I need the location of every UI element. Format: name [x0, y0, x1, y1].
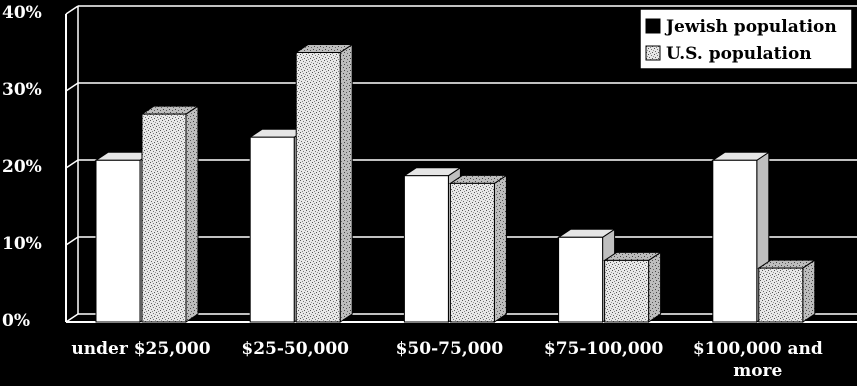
x-tick-label: $100,000 and	[693, 339, 823, 359]
y-tick-label: 0%	[2, 311, 30, 331]
x-tick-label: under $25,000	[71, 339, 210, 359]
bar-side	[493, 174, 507, 323]
x-tick-label: $50-75,000	[396, 339, 504, 359]
legend-label: Jewish population	[664, 17, 837, 37]
gridline-depth	[65, 313, 79, 323]
bar-u-s-population-3	[604, 259, 650, 323]
x-tick-label: more	[733, 361, 782, 381]
bar-jewish-population-3	[558, 236, 604, 323]
y-tick-label: 10%	[2, 234, 42, 254]
bar-jewish-population-4	[712, 159, 758, 323]
x-tick-label: $75-100,000	[544, 339, 664, 359]
gridline-depth	[65, 82, 79, 92]
legend-swatch	[645, 45, 661, 61]
legend-box	[639, 8, 853, 70]
gridline-depth	[65, 159, 79, 169]
y-tick-label: 20%	[2, 157, 42, 177]
bar-marks	[94, 43, 817, 323]
bar-side	[339, 43, 353, 323]
bar-side	[648, 251, 662, 323]
gridline-depth	[65, 5, 79, 15]
gridline-depth	[65, 236, 79, 246]
legend-swatch	[645, 18, 661, 34]
bar-jewish-population-1	[249, 136, 295, 323]
bar-side	[185, 105, 199, 323]
y-tick-label: 40%	[2, 3, 42, 23]
y-tick-label: 30%	[2, 80, 42, 100]
legend: Jewish population U.S. population	[639, 8, 853, 70]
bar-u-s-population-4	[758, 267, 804, 323]
bar-side	[802, 259, 816, 323]
bar-jewish-population-2	[403, 175, 449, 323]
bar-u-s-population-2	[449, 182, 495, 323]
legend-label: U.S. population	[666, 44, 812, 64]
bar-jewish-population-0	[95, 159, 141, 323]
x-axis-labels: under $25,000 $25-50,000 $50-75,000 $75-100…	[71, 339, 822, 381]
bar-u-s-population-0	[141, 113, 187, 323]
bar-u-s-population-1	[295, 52, 341, 323]
x-tick-label: $25-50,000	[241, 339, 349, 359]
